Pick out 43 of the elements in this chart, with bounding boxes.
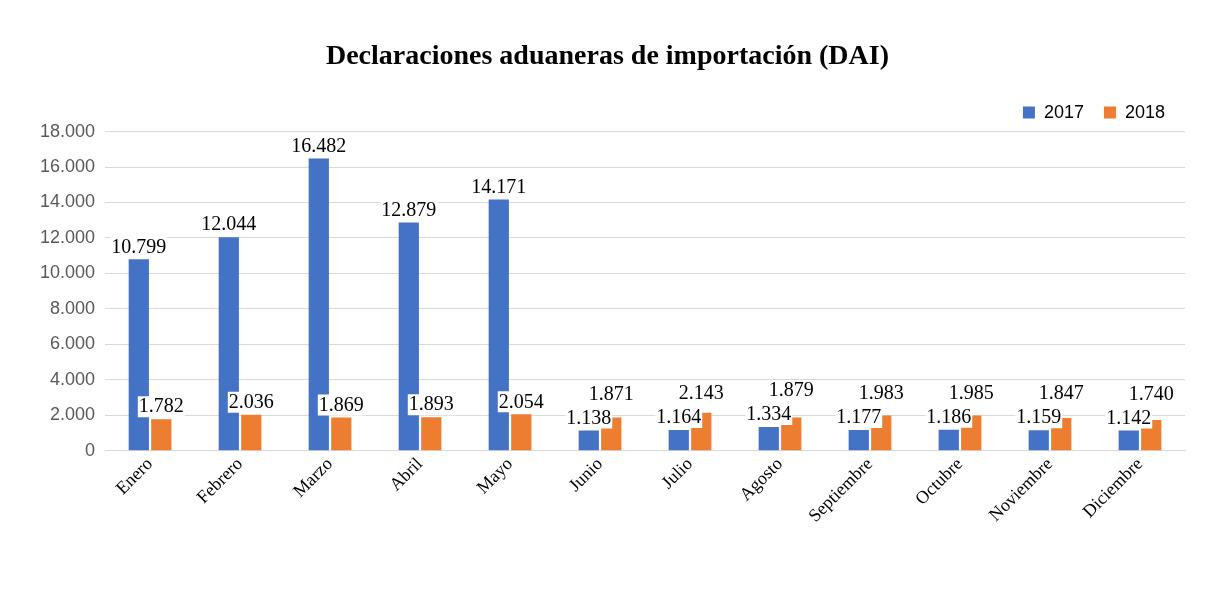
data-label: 1.142 [1106,405,1152,428]
bar [151,419,172,451]
data-label: 1.159 [1016,405,1062,428]
data-label: 1.334 [746,402,792,425]
data-label: 12.879 [381,197,437,220]
bar [241,414,262,451]
data-label: 2.054 [498,389,544,412]
y-tick-label: 16.000 [39,156,96,177]
bar [331,417,352,451]
data-label: 1.983 [858,381,904,404]
y-tick-label: 4.000 [50,368,96,389]
data-label: 1.869 [318,392,364,415]
bar [421,417,442,451]
legend-label: 2017 [1043,101,1084,122]
data-label: 1.164 [656,405,702,428]
data-label: 14.171 [471,174,527,197]
data-label: 1.138 [566,405,612,428]
data-label: 1.879 [768,378,814,401]
y-tick-label: 14.000 [39,191,96,212]
data-label: 1.893 [408,392,454,415]
data-label: 16.482 [291,133,347,156]
data-label: 12.044 [201,212,257,235]
data-label: 1.177 [836,405,882,428]
data-label: 1.985 [948,380,994,403]
bar [511,414,532,451]
data-label: 1.871 [588,381,634,404]
x-tick-label: Julio [657,453,697,493]
data-label: 1.847 [1038,381,1084,404]
legend-label: 2018 [1124,101,1165,122]
y-tick-label: 12.000 [39,226,96,247]
y-tick-label: 0 [85,439,96,460]
data-label: 1.186 [926,404,972,427]
y-tick-label: 18.000 [39,120,96,141]
y-tick-label: 2.000 [50,404,96,425]
data-label: 1.782 [138,394,184,417]
chart-title: Declaraciones aduaneras de importación (DAI) [325,39,890,71]
data-label: 1.740 [1128,381,1174,404]
y-tick-label: 10.000 [39,262,96,283]
data-label: 2.036 [228,389,274,412]
data-label: 2.143 [678,381,724,404]
y-tick-label: 6.000 [50,333,96,354]
y-tick-label: 8.000 [50,297,96,318]
data-label: 10.799 [111,234,167,257]
